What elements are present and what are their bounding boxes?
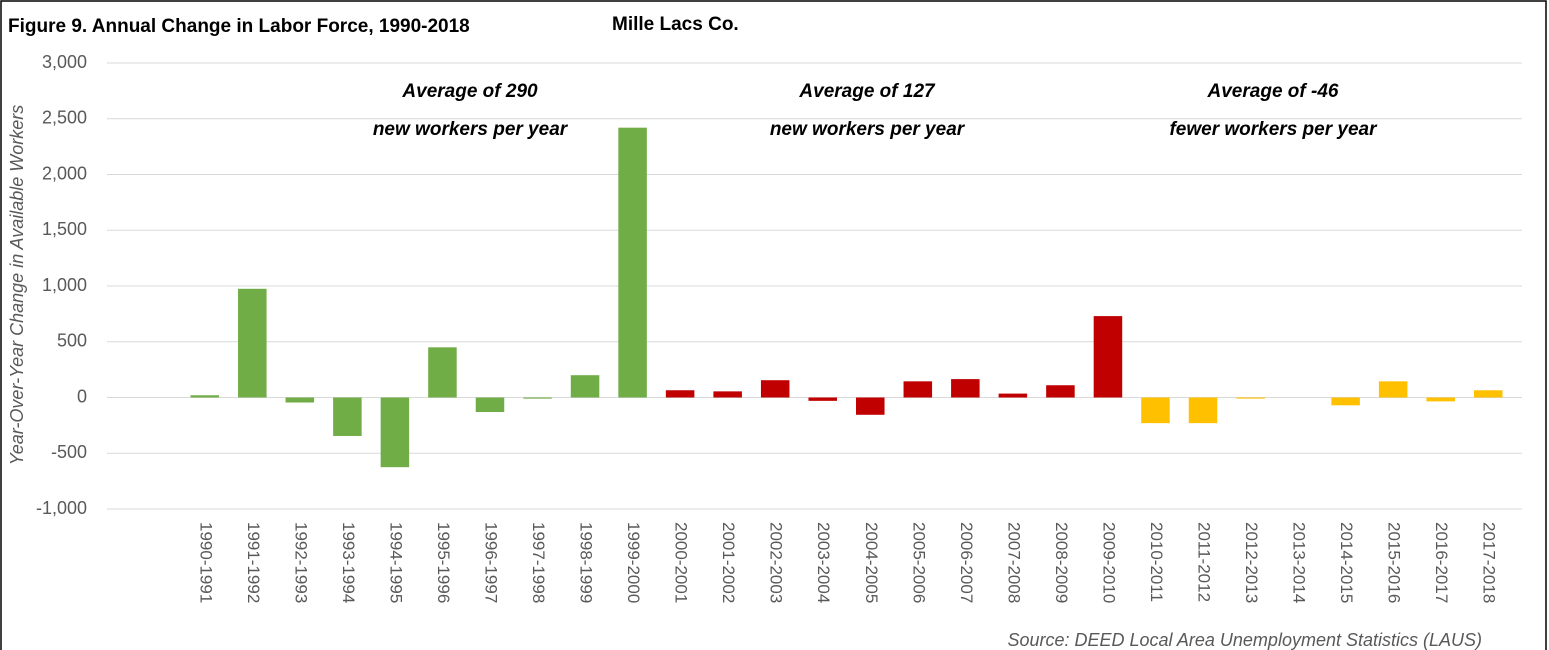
bar bbox=[475, 397, 505, 412]
y-tick-label: 2,000 bbox=[42, 163, 87, 183]
x-tick-label: 2001-2002 bbox=[719, 522, 738, 603]
bar bbox=[285, 397, 315, 403]
bar bbox=[1473, 390, 1503, 398]
x-tick-label: 1995-1996 bbox=[434, 522, 453, 603]
x-tick-label: 1992-1993 bbox=[291, 522, 310, 603]
bar bbox=[1331, 397, 1360, 406]
bar bbox=[998, 393, 1028, 398]
bar bbox=[1188, 397, 1218, 424]
y-tick-label: 500 bbox=[57, 331, 87, 351]
bar bbox=[618, 127, 647, 398]
x-tick-label: 1998-1999 bbox=[577, 522, 596, 603]
x-tick-label: 1991-1992 bbox=[244, 522, 263, 603]
chart-title: Figure 9. Annual Change in Labor Force, … bbox=[8, 16, 470, 37]
x-tick-label: 2004-2005 bbox=[862, 522, 881, 603]
y-tick-label: 1,000 bbox=[42, 275, 87, 295]
bar bbox=[1141, 397, 1170, 424]
annotation: Average of 127 bbox=[798, 81, 936, 102]
x-tick-label: 2002-2003 bbox=[767, 522, 786, 603]
source-note: Source: DEED Local Area Unemployment Sta… bbox=[1007, 630, 1482, 650]
x-tick-label: 2016-2017 bbox=[1432, 522, 1451, 603]
y-tick-label: -1,000 bbox=[36, 498, 87, 518]
bar bbox=[428, 347, 457, 398]
x-tick-label: 1997-1998 bbox=[529, 522, 548, 603]
bar bbox=[760, 380, 790, 398]
x-tick-label: 2005-2006 bbox=[909, 522, 928, 603]
y-tick-label: -500 bbox=[51, 442, 87, 462]
y-tick-label: 2,500 bbox=[42, 108, 87, 128]
x-tick-label: 1994-1995 bbox=[386, 522, 405, 603]
bar bbox=[713, 391, 742, 398]
x-tick-label: 2017-2018 bbox=[1480, 522, 1499, 603]
annotation: Average of -46 bbox=[1207, 81, 1339, 102]
bar bbox=[665, 390, 695, 398]
x-tick-label: 2006-2007 bbox=[957, 522, 976, 603]
y-tick-label: 0 bbox=[77, 386, 87, 406]
x-tick-label: 2014-2015 bbox=[1337, 522, 1356, 603]
bar bbox=[951, 379, 980, 398]
bar bbox=[380, 397, 410, 468]
x-tick-label: 1993-1994 bbox=[339, 522, 358, 603]
y-axis-label: Year-Over-Year Change in Available Worke… bbox=[7, 105, 27, 466]
annotation: new workers per year bbox=[770, 119, 966, 140]
bar bbox=[1426, 397, 1455, 402]
x-tick-label: 2003-2004 bbox=[814, 522, 833, 603]
y-tick-label: 1,500 bbox=[42, 219, 87, 239]
x-tick-label: 2015-2016 bbox=[1385, 522, 1404, 603]
bar bbox=[903, 381, 933, 398]
annotation: Average of 290 bbox=[401, 81, 538, 102]
bar bbox=[238, 288, 267, 398]
x-tick-label: 2011-2012 bbox=[1195, 522, 1214, 602]
bar bbox=[1236, 397, 1265, 399]
x-tick-label: 2000-2001 bbox=[672, 522, 691, 603]
y-tick-label: 3,000 bbox=[42, 52, 87, 72]
x-tick-label: 2012-2013 bbox=[1242, 522, 1261, 603]
x-tick-label: 1999-2000 bbox=[624, 522, 643, 603]
x-tick-label: 1990-1991 bbox=[196, 522, 215, 603]
bar bbox=[856, 397, 885, 415]
x-tick-label: 2008-2009 bbox=[1052, 522, 1071, 603]
x-tick-label: 1996-1997 bbox=[481, 522, 500, 603]
bar bbox=[333, 397, 362, 436]
bar bbox=[1046, 385, 1075, 398]
bar bbox=[808, 397, 837, 401]
chart-subtitle: Mille Lacs Co. bbox=[612, 14, 739, 35]
bar bbox=[570, 375, 600, 398]
bar bbox=[190, 395, 220, 398]
x-tick-label: 2009-2010 bbox=[1099, 522, 1118, 603]
x-tick-label: 2007-2008 bbox=[1004, 522, 1023, 603]
bar bbox=[1378, 381, 1408, 398]
annotation: fewer workers per year bbox=[1169, 119, 1378, 140]
bar bbox=[523, 397, 552, 399]
x-tick-label: 2013-2014 bbox=[1290, 522, 1309, 603]
x-tick-label: 2010-2011 bbox=[1147, 522, 1166, 602]
bar bbox=[1093, 316, 1123, 398]
annotation: new workers per year bbox=[373, 119, 569, 140]
